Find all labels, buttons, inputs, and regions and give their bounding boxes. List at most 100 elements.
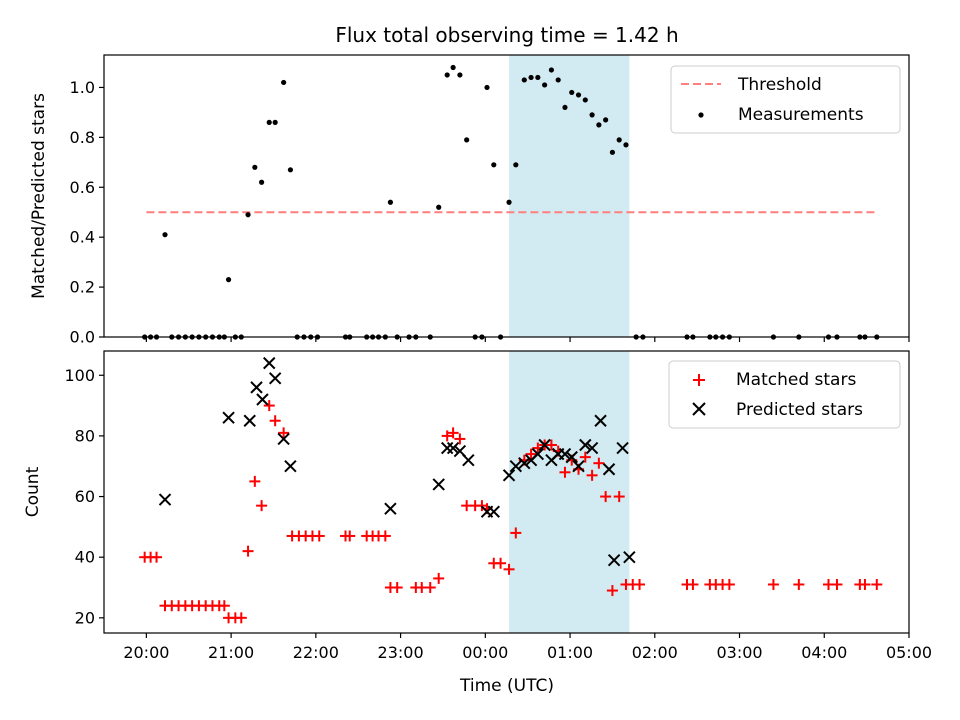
measurement-point	[535, 74, 541, 81]
x-tick-label: 04:00	[801, 643, 847, 662]
y-tick-label: 80	[75, 426, 95, 445]
matched-star-point	[256, 500, 268, 512]
predicted-star-point	[243, 414, 256, 427]
matched-star-point	[767, 578, 779, 590]
predicted-star-point	[509, 460, 523, 473]
matched-star-point	[263, 400, 275, 412]
matched-star-point	[871, 578, 883, 590]
matched-star-point	[545, 439, 557, 451]
matched-star-point	[503, 563, 515, 575]
matched-star-point	[525, 448, 537, 460]
matched-star-point	[454, 433, 466, 445]
matched-star-point	[313, 530, 325, 542]
predicted-star-point	[538, 438, 551, 452]
x-tick-label: 22:00	[293, 643, 339, 662]
measurement-point	[266, 119, 272, 125]
measurement-point	[484, 84, 490, 91]
bottom-y-axis: 20 40 60 80 100	[64, 366, 104, 627]
y-tick-label: 0.2	[70, 278, 95, 297]
matched-star-point	[441, 430, 453, 442]
measurement-point	[575, 92, 582, 98]
y-tick-label: 40	[75, 548, 95, 567]
legend-measurements-swatch	[698, 112, 704, 118]
matched-star-point	[613, 491, 625, 503]
legend-predicted-swatch	[692, 402, 706, 416]
measurement-point	[252, 164, 258, 170]
predicted-star-point	[250, 381, 263, 394]
predicted-star-point	[462, 453, 475, 467]
predicted-star-point	[284, 460, 297, 473]
measurement-point	[436, 204, 442, 210]
measurement-point	[457, 72, 463, 78]
top-y-axis-label: Matched/Predicted stars	[29, 93, 49, 299]
top-x-ticks	[145, 337, 910, 342]
measurement-point	[555, 77, 561, 83]
measurement-point	[287, 167, 294, 173]
matched-star-point	[559, 466, 571, 478]
matched-star-point	[151, 551, 163, 563]
top-axes-frame	[103, 54, 910, 338]
predicted-star-point	[565, 450, 578, 464]
matched-star-point	[687, 578, 699, 590]
x-tick-label: 01:00	[547, 643, 593, 662]
predicted-star-point	[558, 447, 572, 461]
x-tick-label: 00:00	[462, 643, 508, 662]
legend-threshold-label: Threshold	[737, 75, 822, 95]
measurement-point	[491, 162, 497, 168]
matched-star-point	[242, 545, 254, 557]
matched-stars-series	[139, 400, 883, 624]
y-tick-label: 0.6	[70, 178, 95, 197]
x-tick-label: 02:00	[632, 643, 678, 662]
measurement-point	[616, 137, 622, 143]
predicted-star-point	[502, 469, 516, 482]
predicted-stars-series	[158, 356, 636, 567]
predicted-star-point	[222, 411, 235, 424]
legend-matched-label: Matched stars	[736, 370, 856, 390]
predicted-star-point	[607, 554, 621, 567]
legend-predicted-label: Predicted stars	[736, 400, 863, 420]
measurement-point	[259, 179, 265, 185]
bottom-x-axis: 20:00 21:00 22:00 23:00 00:00 01:00 02:00 03:00…	[123, 633, 932, 662]
measurements-series	[142, 64, 880, 340]
predicted-star-point	[277, 432, 290, 446]
predicted-star-point	[432, 478, 445, 491]
matched-star-point	[249, 475, 261, 487]
predicted-star-point	[518, 456, 531, 470]
matched-star-point	[218, 600, 230, 612]
matched-star-point	[593, 457, 605, 469]
y-tick-label: 0.8	[70, 128, 95, 147]
predicted-star-point	[446, 441, 460, 455]
x-tick-label: 21:00	[208, 643, 254, 662]
matched-star-point	[510, 527, 522, 539]
matched-star-point	[278, 427, 290, 439]
x-tick-label: 05:00	[886, 643, 932, 662]
measurement-point	[562, 104, 568, 111]
predicted-star-point	[585, 441, 599, 455]
measurement-point	[225, 277, 232, 283]
y-tick-label: 0.4	[70, 228, 95, 247]
highlight-span-rect	[509, 351, 630, 633]
legend-measurements-label: Measurements	[738, 105, 864, 125]
top-y-axis: 0.0 0.2 0.4 0.6 0.8 1.0	[70, 78, 104, 347]
matched-star-point	[600, 491, 612, 503]
top-legend: Threshold Measurements	[670, 65, 901, 134]
matched-star-point	[391, 582, 403, 594]
matched-star-point	[235, 612, 247, 624]
matched-star-point	[433, 572, 445, 584]
predicted-star-point	[158, 493, 172, 506]
matched-star-point	[606, 585, 618, 597]
y-tick-label: 100	[64, 366, 95, 385]
measurement-point	[623, 142, 629, 148]
top-legend-box	[670, 65, 901, 134]
predicted-star-point	[263, 356, 276, 370]
bottom-legend: Matched stars Predicted stars	[668, 360, 901, 429]
predicted-star-point	[268, 372, 282, 385]
measurement-point	[603, 117, 609, 123]
measurement-point	[162, 232, 168, 238]
bottom-y-axis-label: Count	[23, 466, 43, 517]
bottom-legend-box	[668, 360, 901, 429]
measurement-point	[450, 64, 456, 71]
measurement-point	[521, 77, 527, 83]
matched-star-point	[269, 415, 281, 427]
